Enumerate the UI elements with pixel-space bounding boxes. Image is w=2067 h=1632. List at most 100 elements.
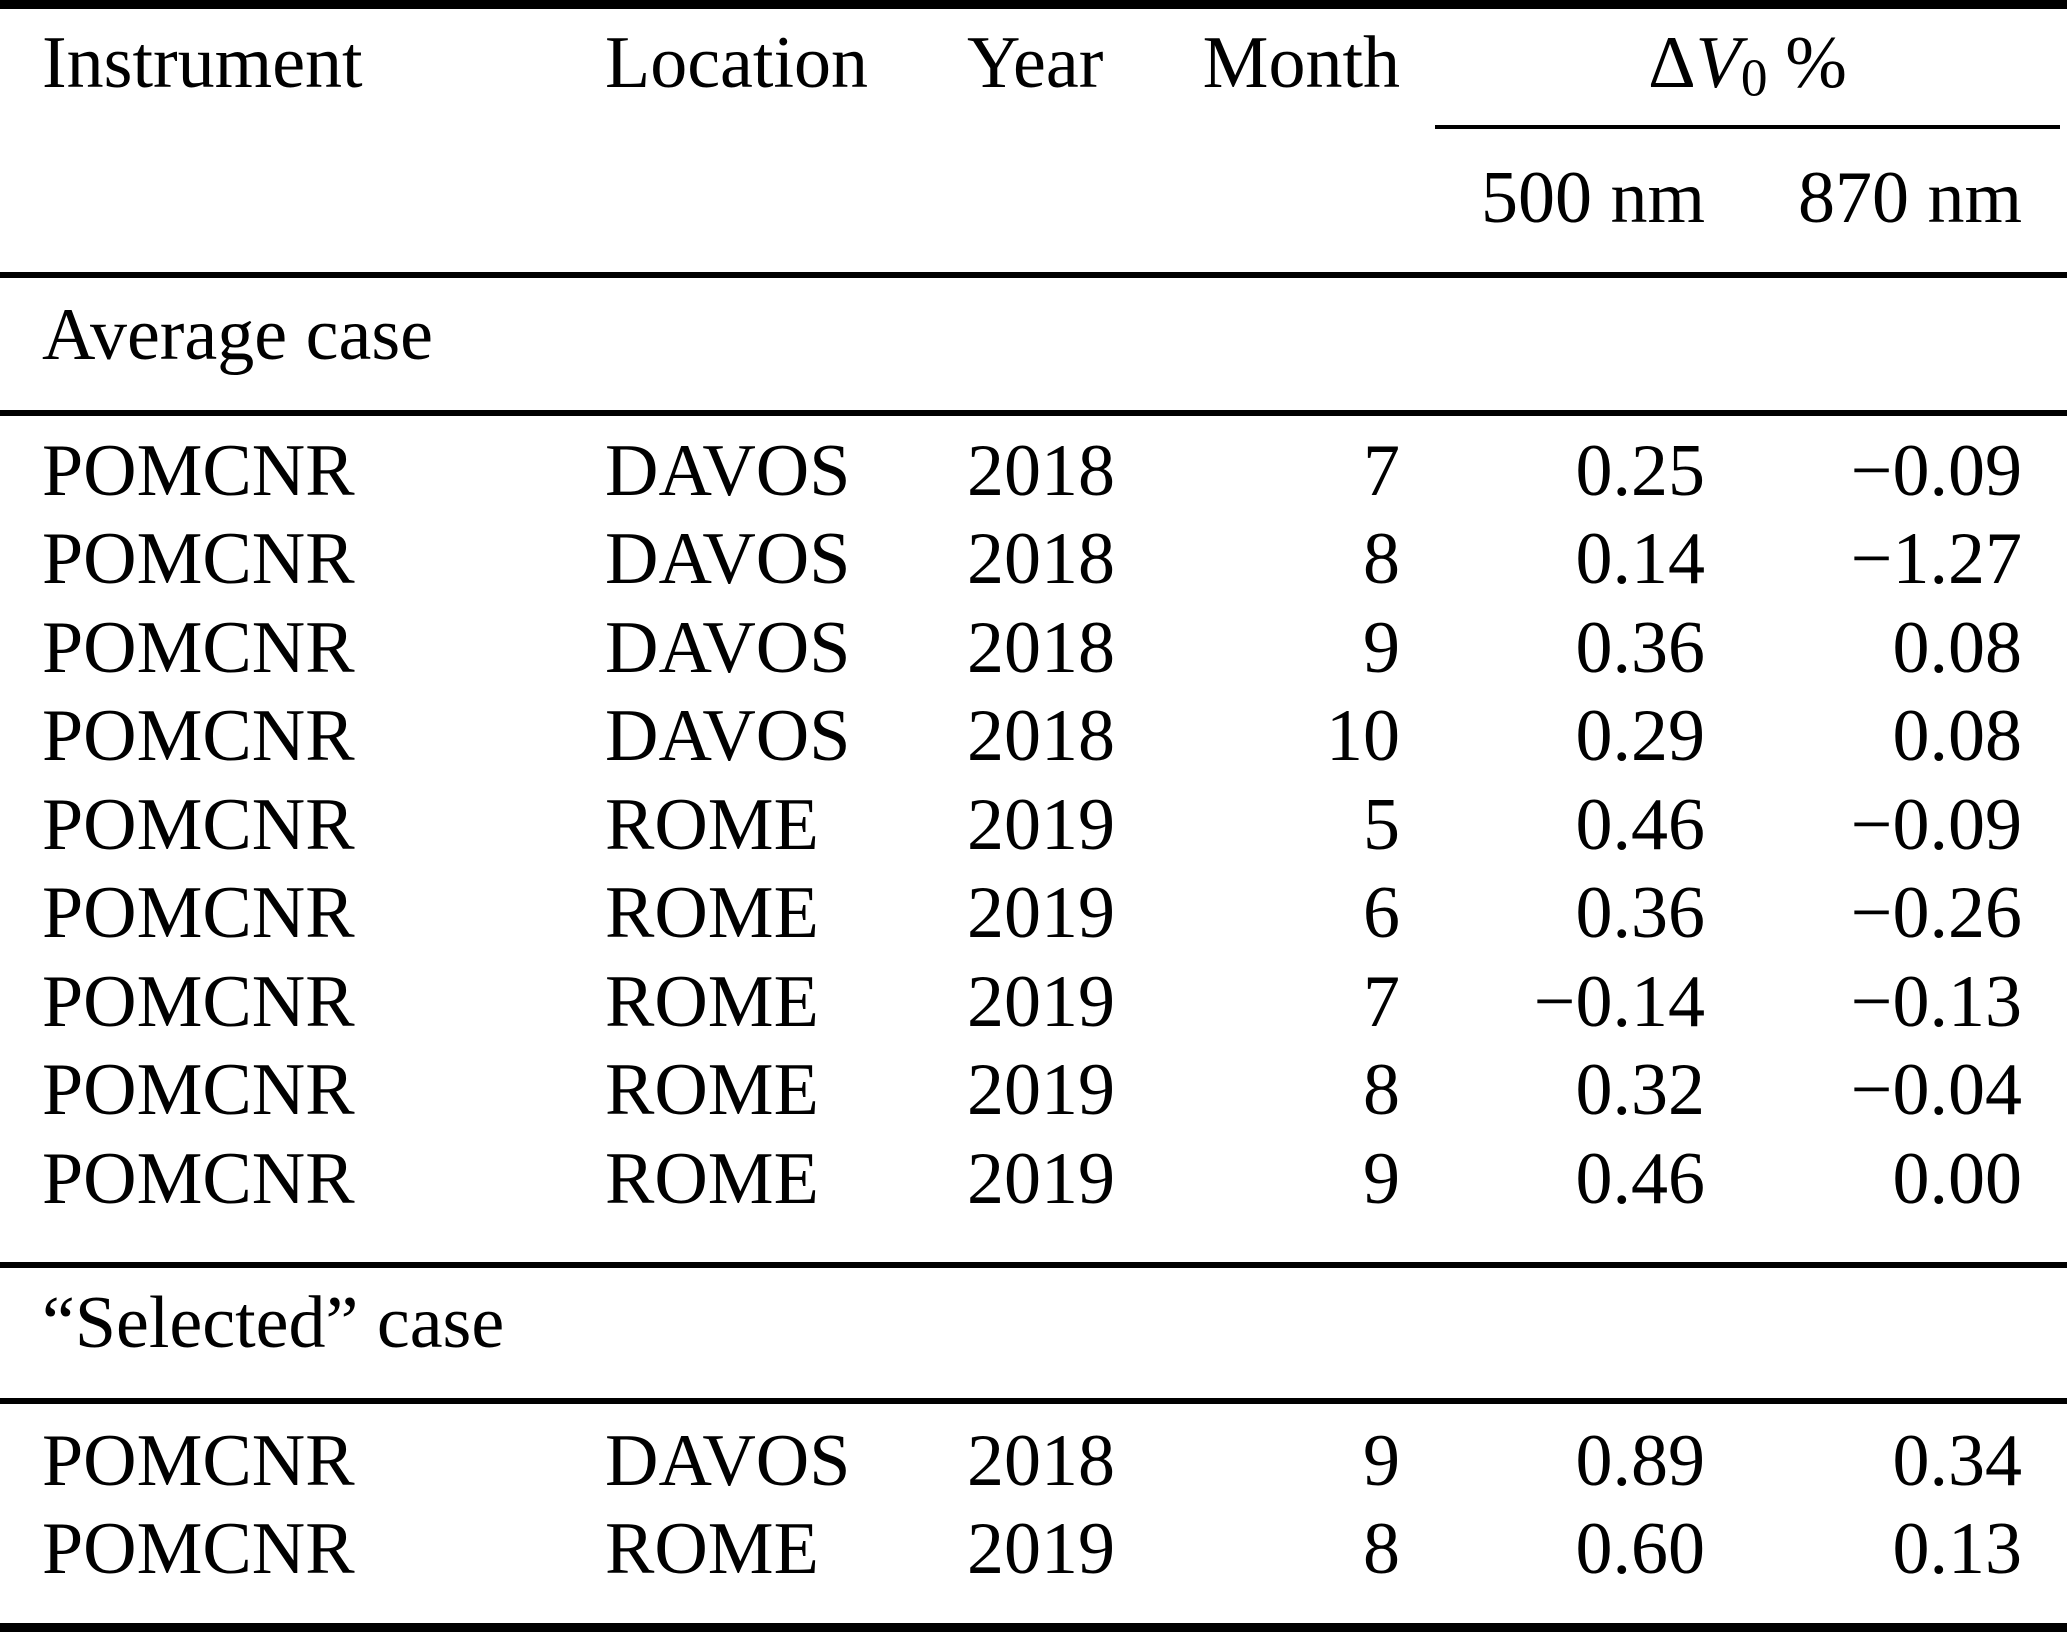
cell-dv0-870nm: 0.13 [1892,1508,2023,1590]
cell-dv0-870nm: −0.13 [1850,961,2022,1043]
v-subscript: 0 [1740,48,1768,108]
col-header-instrument: Instrument [42,22,363,104]
cell-year: 2019 [967,872,1115,954]
cell-location: ROME [605,872,819,954]
cell-instrument: POMCNR [42,430,355,512]
col-header-delta-v0-percent: ΔV0% [1435,26,2060,105]
cell-month: 10 [1326,695,1400,777]
cell-month: 9 [1363,1420,1400,1502]
cell-month: 8 [1363,1508,1400,1590]
cell-dv0-870nm: 0.00 [1892,1138,2023,1220]
cell-dv0-500nm: 0.29 [1575,695,1706,777]
cell-location: ROME [605,961,819,1043]
cell-dv0-870nm: −0.09 [1850,784,2022,866]
cell-year: 2018 [967,518,1115,600]
cell-location: ROME [605,784,819,866]
table-row: POMCNR ROME 2019 6 0.36 −0.26 [0,876,2067,950]
cell-year: 2019 [967,1138,1115,1220]
table-row: POMCNR ROME 2019 5 0.46 −0.09 [0,788,2067,862]
cell-year: 2018 [967,607,1115,689]
cell-year: 2019 [967,1508,1115,1590]
col-header-month: Month [1202,22,1400,104]
cell-dv0-500nm: 0.89 [1575,1420,1706,1502]
table-row: POMCNR ROME 2019 8 0.32 −0.04 [0,1053,2067,1127]
cell-dv0-500nm: 0.25 [1575,430,1706,512]
section-header-average-case: Average case [0,298,2067,372]
col-header-location: Location [605,22,869,104]
table-row: POMCNR DAVOS 2018 7 0.25 −0.09 [0,434,2067,508]
top-rule [0,0,2067,9]
cell-instrument: POMCNR [42,784,355,866]
cell-year: 2019 [967,961,1115,1043]
header-row: Instrument Location Year Month ΔV0% [0,22,2067,105]
cell-location: ROME [605,1049,819,1131]
table-row: POMCNR DAVOS 2018 8 0.14 −1.27 [0,522,2067,596]
cell-dv0-870nm: −1.27 [1850,518,2022,600]
cell-dv0-500nm: 0.36 [1575,607,1706,689]
cell-dv0-500nm: 0.32 [1575,1049,1706,1131]
table-row: POMCNR DAVOS 2018 9 0.36 0.08 [0,611,2067,685]
cell-month: 7 [1363,430,1400,512]
cell-month: 8 [1363,1049,1400,1131]
cell-dv0-500nm: 0.14 [1575,518,1706,600]
cell-instrument: POMCNR [42,1508,355,1590]
cell-month: 9 [1363,607,1400,689]
subheader-row: 500 nm 870 nm [0,161,2067,235]
cell-month: 7 [1363,961,1400,1043]
bottom-rule [0,1623,2067,1632]
cell-month: 5 [1363,784,1400,866]
cell-instrument: POMCNR [42,607,355,689]
cell-instrument: POMCNR [42,1420,355,1502]
cell-dv0-870nm: −0.26 [1850,872,2022,954]
cell-month: 9 [1363,1138,1400,1220]
average-section-rule [0,410,2067,416]
table-row: POMCNR ROME 2019 9 0.46 0.00 [0,1142,2067,1216]
cell-location: ROME [605,1508,819,1590]
cell-location: DAVOS [605,695,851,777]
cell-dv0-500nm: −0.14 [1533,961,1705,1043]
col-header-500nm: 500 nm [1480,157,1705,239]
cell-year: 2019 [967,1049,1115,1131]
cell-year: 2018 [967,430,1115,512]
col-header-year: Year [967,22,1104,104]
cell-instrument: POMCNR [42,1138,355,1220]
section-header-selected-case: “Selected” case [0,1286,2067,1360]
cell-dv0-500nm: 0.46 [1575,784,1706,866]
cell-location: ROME [605,1138,819,1220]
table-row: POMCNR DAVOS 2018 9 0.89 0.34 [0,1424,2067,1498]
cell-year: 2018 [967,695,1115,777]
section-label: Average case [42,294,433,376]
cell-instrument: POMCNR [42,872,355,954]
cell-location: DAVOS [605,607,851,689]
cell-instrument: POMCNR [42,695,355,777]
cell-dv0-500nm: 0.60 [1575,1508,1706,1590]
delta-symbol: Δ [1648,22,1696,104]
cell-year: 2019 [967,784,1115,866]
cell-instrument: POMCNR [42,961,355,1043]
cell-location: DAVOS [605,1420,851,1502]
table-row: POMCNR ROME 2019 8 0.60 0.13 [0,1512,2067,1586]
cell-dv0-870nm: 0.34 [1892,1420,2023,1502]
cell-month: 6 [1363,872,1400,954]
cell-location: DAVOS [605,518,851,600]
cell-year: 2018 [967,1420,1115,1502]
cell-instrument: POMCNR [42,518,355,600]
cell-dv0-500nm: 0.36 [1575,872,1706,954]
cell-dv0-870nm: −0.04 [1850,1049,2022,1131]
cell-dv0-870nm: −0.09 [1850,430,2022,512]
table-row: POMCNR ROME 2019 7 −0.14 −0.13 [0,965,2067,1039]
cell-month: 8 [1363,518,1400,600]
cell-location: DAVOS [605,430,851,512]
cell-dv0-870nm: 0.08 [1892,695,2023,777]
cell-instrument: POMCNR [42,1049,355,1131]
v-symbol: V [1695,22,1741,104]
delta-v0-group-underline [1435,125,2060,129]
header-bottom-rule [0,272,2067,278]
cell-dv0-870nm: 0.08 [1892,607,2023,689]
percent-symbol: % [1785,22,1847,104]
table-row: POMCNR DAVOS 2018 10 0.29 0.08 [0,699,2067,773]
col-header-870nm: 870 nm [1797,157,2022,239]
selected-section-top-rule [0,1262,2067,1268]
cell-dv0-500nm: 0.46 [1575,1138,1706,1220]
